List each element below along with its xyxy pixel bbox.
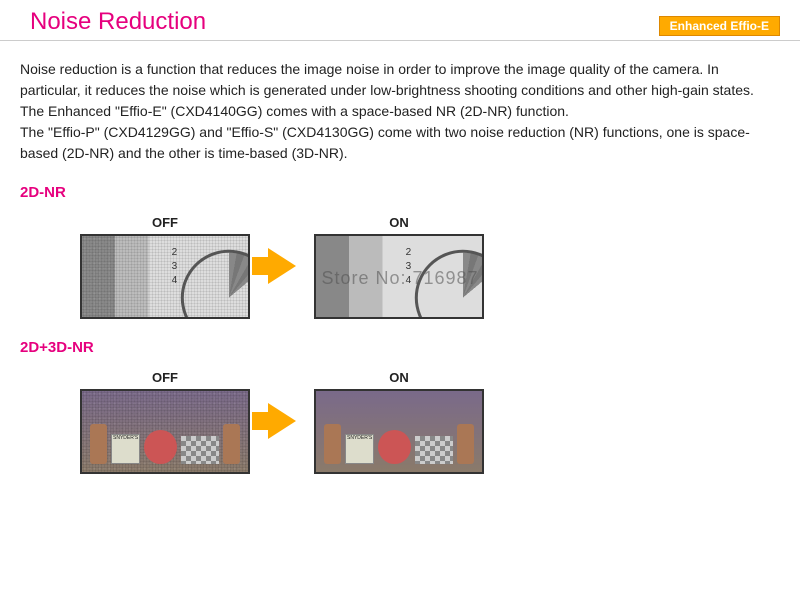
sample-image-on: 234 [314,234,484,319]
product-box: SNYDER'S [345,434,374,464]
product-badge: Enhanced Effio-E [659,16,780,36]
on-label: ON [389,368,409,388]
sample-on-box: ON SNYDER'S [314,368,484,475]
sample-off-box: OFF 234 [80,213,250,320]
sample-on-box: ON 234 [314,213,484,320]
sample-image-off: 234 [80,234,250,319]
chart-numbers: 234 [406,246,412,288]
off-label: OFF [152,368,178,388]
shelf-items: SNYDER'S [90,399,240,464]
on-label: ON [389,213,409,233]
chart-numbers: 234 [172,246,178,288]
shelf-items: SNYDER'S [324,399,474,464]
arrow-icon [268,248,296,284]
arrow-icon [268,403,296,439]
section-label-2dnr: 2D-NR [20,182,780,205]
sample-image-on: SNYDER'S [314,389,484,474]
paragraph-line: The Enhanced "Effio-E" (CXD4140GG) comes… [20,101,780,122]
off-label: OFF [152,213,178,233]
sample-image-off: SNYDER'S [80,389,250,474]
paragraph-line: Noise reduction is a function that reduc… [20,59,780,101]
body-content: Noise reduction is a function that reduc… [0,41,800,474]
compare-row-2dnr: OFF 234 ON 234 [20,213,780,320]
paragraph-line: The "Effio-P" (CXD4129GG) and "Effio-S" … [20,122,780,164]
header: Noise Reduction Enhanced Effio-E [0,0,800,41]
product-box: SNYDER'S [111,434,140,464]
sample-off-box: OFF SNYDER'S [80,368,250,475]
page-title: Noise Reduction [30,8,206,36]
description-paragraph: Noise reduction is a function that reduc… [20,59,780,164]
section-label-2d3dnr: 2D+3D-NR [20,337,780,360]
compare-row-2d3dnr: OFF SNYDER'S ON SNYDER'S [20,368,780,475]
